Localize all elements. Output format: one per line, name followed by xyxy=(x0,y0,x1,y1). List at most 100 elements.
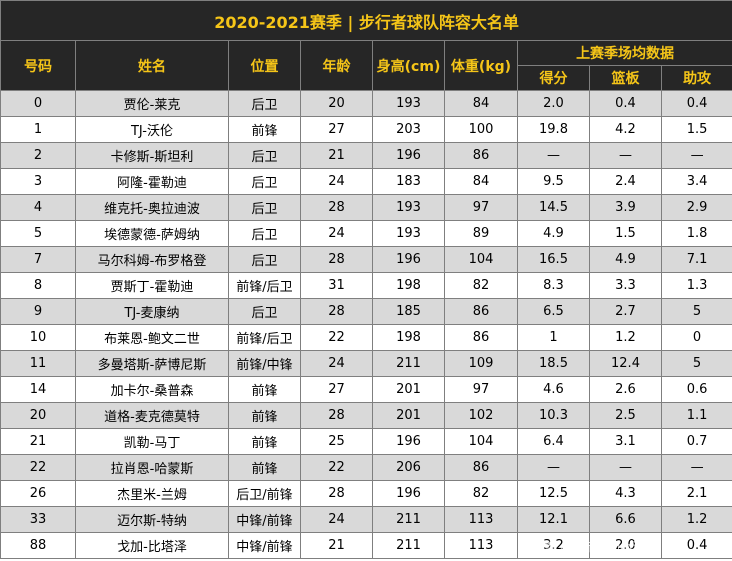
cell-number: 88 xyxy=(0,532,76,559)
cell-points: 8.3 xyxy=(517,272,590,299)
cell-position: 后卫/前锋 xyxy=(228,480,301,507)
cell-assists: 0 xyxy=(660,324,732,351)
cell-name: 维克托-奥拉迪波 xyxy=(75,194,229,221)
cell-assists: 1.8 xyxy=(660,220,732,247)
cell-rebounds: 4.2 xyxy=(589,116,662,143)
cell-number: 7 xyxy=(0,246,76,273)
cell-number: 11 xyxy=(0,350,76,377)
cell-rebounds: — xyxy=(589,454,662,481)
cell-assists: — xyxy=(660,142,732,169)
cell-points: 6.5 xyxy=(517,298,590,325)
table-title: 2020-2021赛季 | 步行者球队阵容大名单 xyxy=(0,0,732,41)
table-row: 22 拉肖恩-哈蒙斯 前锋 22 206 86— — — xyxy=(0,454,732,481)
cell-number: 26 xyxy=(0,480,76,507)
cell-position: 中锋/前锋 xyxy=(228,532,301,559)
cell-rebounds: 1.2 xyxy=(589,324,662,351)
cell-rebounds: 6.6 xyxy=(589,506,662,533)
cell-position: 后卫 xyxy=(228,168,301,195)
cell-weight: 97 xyxy=(444,194,518,221)
cell-position: 前锋 xyxy=(228,454,301,481)
cell-assists: 5 xyxy=(660,298,732,325)
cell-assists: 1.3 xyxy=(660,272,732,299)
cell-weight: 100 xyxy=(444,116,518,143)
cell-points: — xyxy=(517,454,590,481)
cell-weight: 102 xyxy=(444,402,518,429)
cell-height: 203 xyxy=(372,116,445,143)
cell-number: 9 xyxy=(0,298,76,325)
cell-assists: — xyxy=(660,454,732,481)
cell-points: 1 xyxy=(517,324,590,351)
cell-number: 8 xyxy=(0,272,76,299)
cell-points: 10.3 xyxy=(517,402,590,429)
cell-name: 杰里米-兰姆 xyxy=(75,480,229,507)
cell-points: 16.5 xyxy=(517,246,590,273)
cell-weight: 84 xyxy=(444,168,518,195)
header-rebounds: 篮板 xyxy=(589,65,662,91)
cell-assists: 0.4 xyxy=(660,90,732,117)
cell-number: 1 xyxy=(0,116,76,143)
cell-weight: 89 xyxy=(444,220,518,247)
cell-height: 198 xyxy=(372,324,445,351)
cell-assists: 5 xyxy=(660,350,732,377)
cell-height: 185 xyxy=(372,298,445,325)
header-assists: 助攻 xyxy=(660,65,732,91)
cell-position: 前锋/后卫 xyxy=(228,272,301,299)
cell-points: 9.5 xyxy=(517,168,590,195)
table-row: 8 贾斯丁-霍勒迪 前锋/后卫 31 198 82 8.3 3.3 1.3 xyxy=(0,272,732,299)
cell-name: 多曼塔斯-萨博尼斯 xyxy=(75,350,229,377)
cell-age: 27 xyxy=(300,116,373,143)
cell-age: 22 xyxy=(300,454,373,481)
cell-weight: 82 xyxy=(444,272,518,299)
cell-position: 中锋/前锋 xyxy=(228,506,301,533)
cell-position: 前锋 xyxy=(228,376,301,403)
cell-height: 211 xyxy=(372,532,445,559)
cell-position: 前锋 xyxy=(228,116,301,143)
table-row: 7 马尔科姆-布罗格登 后卫 28 196 104 16.5 4.9 7.1 xyxy=(0,246,732,273)
cell-number: 4 xyxy=(0,194,76,221)
cell-position: 后卫 xyxy=(228,142,301,169)
table-row: 88 戈加-比塔泽 中锋/前锋 21 211 113 3.2 2.0 0.4 xyxy=(0,532,732,559)
cell-weight: 86 xyxy=(444,298,518,325)
cell-number: 14 xyxy=(0,376,76,403)
header-name: 姓名 xyxy=(75,40,229,91)
cell-name: 布莱恩-鲍文二世 xyxy=(75,324,229,351)
cell-position: 后卫 xyxy=(228,298,301,325)
cell-rebounds: 1.5 xyxy=(589,220,662,247)
cell-number: 20 xyxy=(0,402,76,429)
cell-number: 10 xyxy=(0,324,76,351)
cell-weight: 113 xyxy=(444,506,518,533)
table-row: 26 杰里米-兰姆 后卫/前锋 28 196 82 12.5 4.3 2.1 xyxy=(0,480,732,507)
cell-points: 12.5 xyxy=(517,480,590,507)
cell-rebounds: 12.4 xyxy=(589,350,662,377)
cell-rebounds: 3.3 xyxy=(589,272,662,299)
cell-position: 后卫 xyxy=(228,194,301,221)
table-row: 33 迈尔斯-特纳 中锋/前锋 24 211 113 12.1 6.6 1.2 xyxy=(0,506,732,533)
cell-number: 2 xyxy=(0,142,76,169)
cell-weight: 104 xyxy=(444,246,518,273)
cell-points: 2.0 xyxy=(517,90,590,117)
cell-assists: 2.1 xyxy=(660,480,732,507)
cell-position: 前锋/中锋 xyxy=(228,350,301,377)
cell-name: 戈加-比塔泽 xyxy=(75,532,229,559)
cell-rebounds: 2.6 xyxy=(589,376,662,403)
cell-assists: 3.4 xyxy=(660,168,732,195)
cell-points: 18.5 xyxy=(517,350,590,377)
cell-rebounds: 4.9 xyxy=(589,246,662,273)
cell-rebounds: 2.0 xyxy=(589,532,662,559)
cell-name: 加卡尔-桑普森 xyxy=(75,376,229,403)
cell-weight: 109 xyxy=(444,350,518,377)
table-row: 20 道格-麦克德莫特 前锋 28 201 102 10.3 2.5 1.1 xyxy=(0,402,732,429)
cell-weight: 97 xyxy=(444,376,518,403)
cell-number: 22 xyxy=(0,454,76,481)
cell-height: 198 xyxy=(372,272,445,299)
table-row: 4 维克托-奥拉迪波 后卫 28 193 97 14.5 3.9 2.9 xyxy=(0,194,732,221)
cell-number: 0 xyxy=(0,90,76,117)
cell-assists: 0.4 xyxy=(660,532,732,559)
cell-name: 贾伦-莱克 xyxy=(75,90,229,117)
cell-age: 28 xyxy=(300,402,373,429)
cell-height: 196 xyxy=(372,142,445,169)
cell-position: 前锋/后卫 xyxy=(228,324,301,351)
cell-position: 前锋 xyxy=(228,402,301,429)
cell-position: 后卫 xyxy=(228,220,301,247)
